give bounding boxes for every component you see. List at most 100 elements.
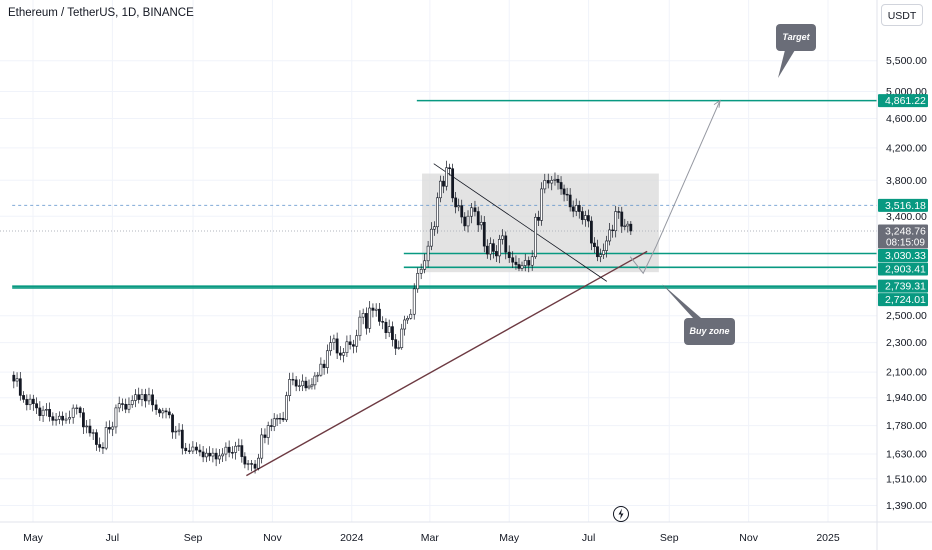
candle-body bbox=[147, 394, 151, 402]
candle-body bbox=[593, 242, 596, 248]
candle-body bbox=[574, 205, 578, 212]
candle-body bbox=[151, 394, 154, 406]
candle-body bbox=[527, 260, 531, 266]
candle-body bbox=[111, 426, 115, 430]
y-tick-label: 1,390.00 bbox=[886, 500, 927, 512]
candle-body bbox=[38, 407, 42, 416]
candle-body bbox=[448, 167, 451, 169]
candle-body bbox=[298, 385, 301, 387]
candle-body bbox=[117, 403, 121, 409]
candle-body bbox=[355, 335, 359, 347]
candle-body bbox=[534, 216, 537, 258]
price-tag bbox=[878, 198, 928, 212]
candle-body bbox=[12, 374, 16, 382]
x-tick-label: May bbox=[23, 532, 44, 544]
buy-zone-callout[interactable]: Buy zone bbox=[684, 318, 735, 345]
x-tick-label: Jul bbox=[106, 532, 119, 544]
price-tag bbox=[878, 279, 928, 293]
candle-body bbox=[291, 379, 295, 381]
candle-body bbox=[31, 398, 35, 404]
candle-body bbox=[403, 319, 407, 330]
candle-body bbox=[412, 288, 416, 315]
candle-body bbox=[304, 380, 308, 389]
candle-body bbox=[75, 407, 79, 409]
candle-body bbox=[571, 206, 575, 212]
candle-body bbox=[98, 444, 102, 448]
channel-line bbox=[433, 163, 608, 282]
candle-body bbox=[44, 409, 48, 411]
y-tick-label: 1,940.00 bbox=[886, 392, 927, 404]
y-tick-label: 5,500.00 bbox=[886, 55, 927, 67]
candle-body bbox=[394, 339, 398, 349]
candle-body bbox=[530, 256, 534, 266]
price-tag-text: 2,903.41 bbox=[885, 263, 926, 275]
candle-body bbox=[436, 197, 439, 228]
candle-body bbox=[51, 416, 55, 421]
x-tick-label: 2024 bbox=[340, 532, 364, 544]
candle-body bbox=[543, 180, 547, 190]
candle-body bbox=[68, 417, 71, 420]
candle-body bbox=[387, 326, 391, 333]
candle-body bbox=[384, 321, 388, 333]
candle-body bbox=[164, 410, 168, 413]
candle-body bbox=[520, 265, 524, 269]
candle-body bbox=[257, 457, 260, 469]
candle-body bbox=[623, 225, 627, 228]
y-tick-label: 4,200.00 bbox=[886, 142, 927, 154]
candle-body bbox=[266, 425, 270, 438]
candle-body bbox=[319, 363, 323, 376]
candle-body bbox=[620, 211, 624, 227]
candle-body bbox=[504, 235, 508, 253]
candle-body bbox=[143, 394, 147, 402]
candle-body bbox=[553, 178, 557, 181]
candle-body bbox=[338, 352, 342, 356]
candle-body bbox=[158, 409, 161, 414]
candle-body bbox=[342, 352, 346, 356]
candle-body bbox=[332, 338, 336, 343]
candle-body bbox=[495, 251, 498, 257]
candle-body bbox=[617, 211, 621, 213]
candle-body bbox=[275, 417, 279, 420]
projection-arrowhead bbox=[713, 99, 721, 108]
candle-body bbox=[167, 411, 171, 416]
candle-body bbox=[523, 260, 527, 266]
price-tag bbox=[878, 293, 928, 307]
candle-body bbox=[211, 452, 215, 457]
price-tag-text: 4,861.22 bbox=[885, 95, 926, 107]
candle-body bbox=[127, 404, 131, 410]
candle-body bbox=[260, 434, 264, 459]
candle-body bbox=[501, 235, 504, 240]
candle-body bbox=[301, 380, 305, 387]
candle-body bbox=[482, 221, 486, 247]
candle-body bbox=[596, 246, 599, 258]
lightning-icon[interactable] bbox=[612, 505, 630, 523]
candle-body bbox=[439, 180, 442, 199]
candle-body bbox=[445, 167, 448, 187]
price-tag bbox=[878, 248, 928, 262]
candle-body bbox=[451, 168, 455, 199]
candle-body bbox=[537, 216, 540, 221]
candle-body bbox=[269, 425, 273, 427]
candle-body bbox=[488, 243, 492, 255]
candle-body bbox=[204, 452, 208, 458]
x-tick-label: Nov bbox=[263, 532, 282, 544]
candle-body bbox=[325, 350, 329, 368]
candle-body bbox=[577, 205, 581, 212]
candle-body bbox=[130, 400, 134, 405]
candle-body bbox=[316, 374, 320, 377]
candle-body bbox=[416, 273, 420, 290]
candle-body bbox=[397, 347, 401, 349]
candle-body bbox=[91, 432, 95, 434]
candle-body bbox=[174, 430, 178, 433]
target-callout[interactable]: Target bbox=[776, 24, 816, 51]
candle-body bbox=[429, 228, 433, 247]
currency-button[interactable]: USDT bbox=[881, 4, 923, 26]
candle-body bbox=[406, 318, 409, 321]
candle-body bbox=[442, 180, 445, 187]
candle-body bbox=[602, 250, 605, 255]
candle-body bbox=[426, 245, 430, 262]
consolidation-zone-layer bbox=[422, 173, 659, 273]
candle-body bbox=[374, 308, 378, 311]
candle-body bbox=[278, 417, 282, 420]
